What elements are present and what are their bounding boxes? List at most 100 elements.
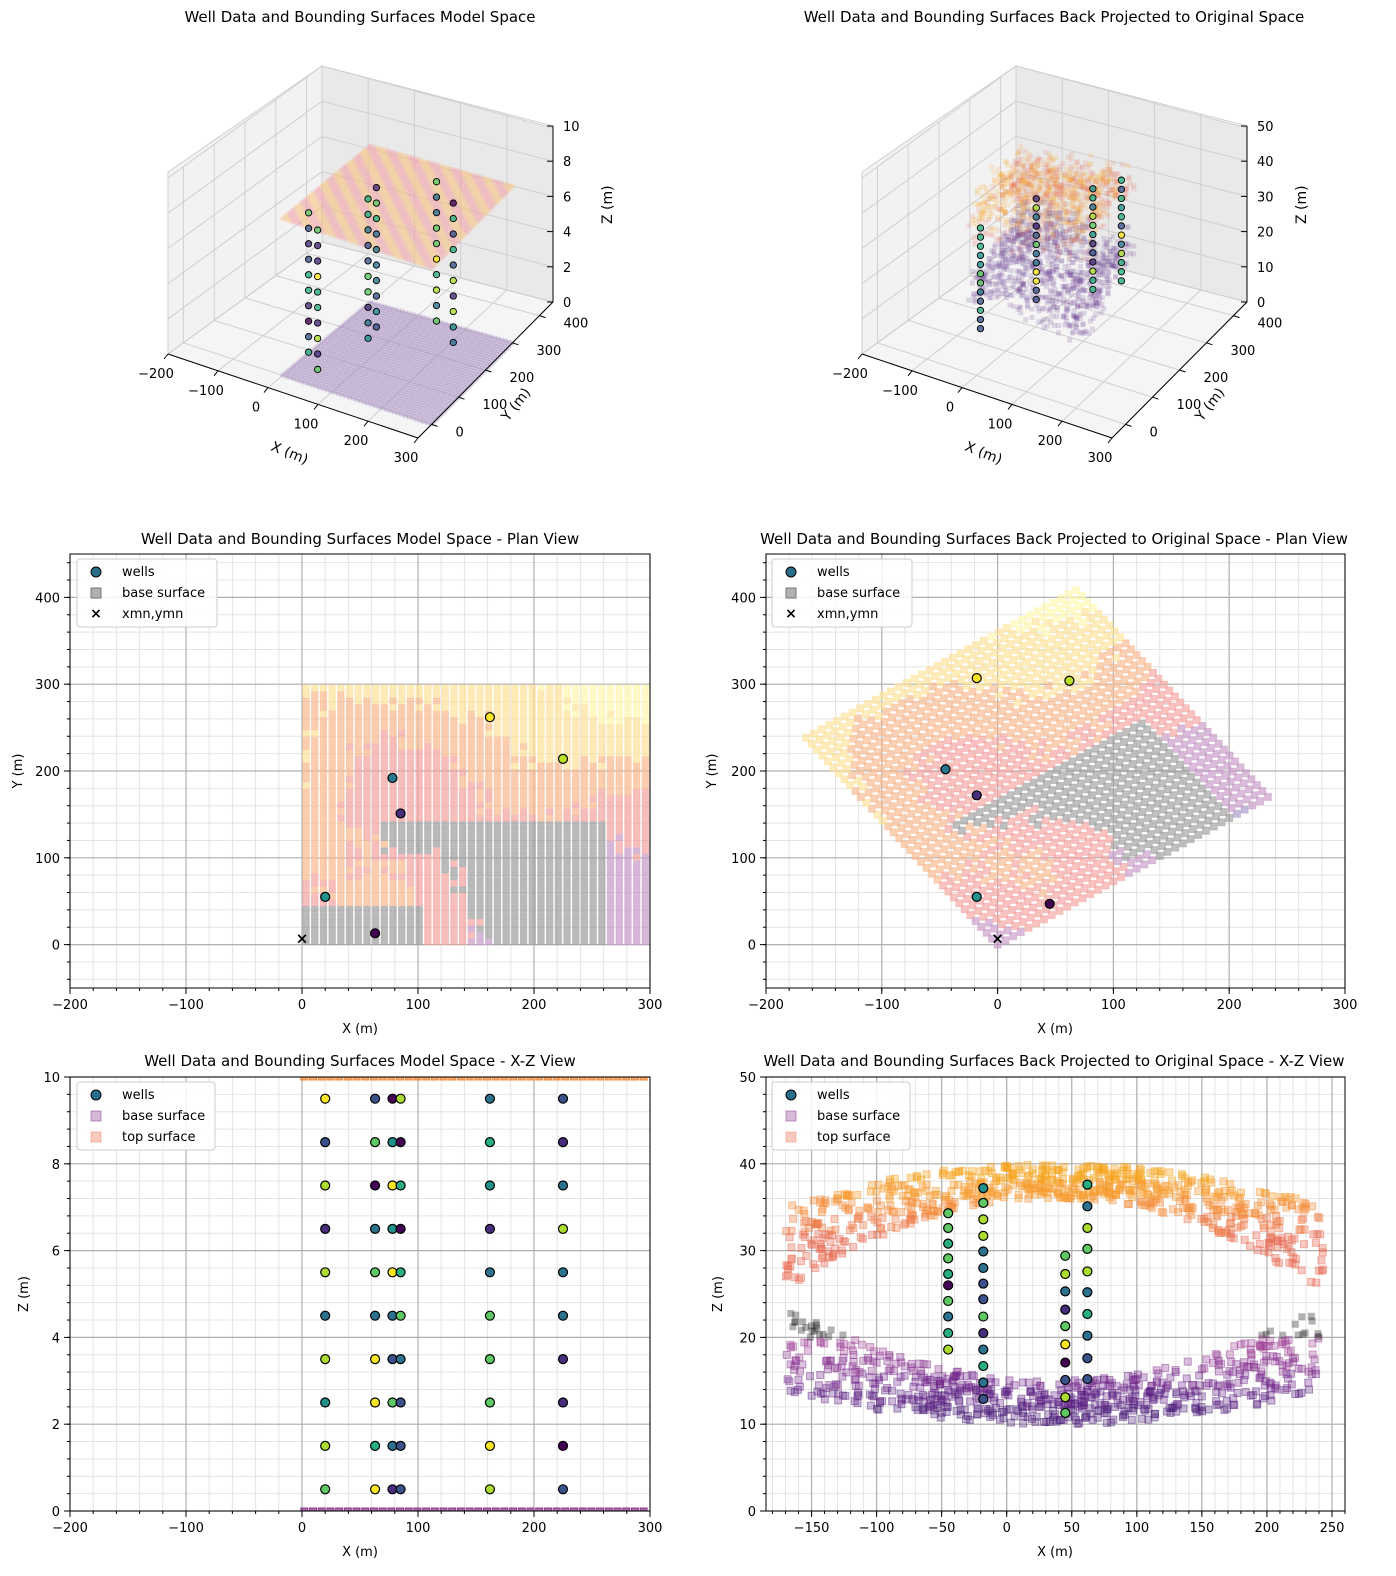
- top-surface-point: [1039, 171, 1045, 177]
- top-surface-point: [1048, 225, 1054, 231]
- base-surface-point: [405, 387, 411, 392]
- top-surface-point: [456, 200, 462, 205]
- top-surface-point: [393, 183, 399, 188]
- top-surface-point: [366, 165, 372, 170]
- top-surface-point: [453, 193, 459, 198]
- base-surface-point: [1056, 291, 1062, 297]
- top-surface-point: [370, 217, 376, 222]
- top-surface-point: [462, 204, 468, 209]
- top-surface-point: [313, 214, 319, 219]
- top-surface-point: [996, 166, 1002, 172]
- base-surface-point: [1107, 248, 1113, 254]
- base-surface-point: [441, 357, 447, 362]
- base-surface-point: [443, 342, 449, 347]
- top-surface-point: [451, 169, 457, 174]
- top-surface-point: [382, 247, 388, 252]
- top-surface-point: [477, 198, 483, 203]
- base-surface-point: [327, 350, 333, 355]
- base-surface-point: [340, 369, 346, 374]
- top-surface-point: [394, 161, 400, 166]
- top-surface-point: [405, 212, 411, 217]
- top-surface-point: [432, 187, 438, 192]
- base-surface-point: [412, 385, 418, 390]
- base-surface-point: [451, 334, 457, 339]
- top-surface-point: [430, 202, 436, 207]
- base-surface-point: [1046, 275, 1052, 281]
- base-surface-point: [434, 397, 440, 402]
- top-surface-point: [475, 195, 481, 200]
- top-surface-point: [388, 228, 394, 233]
- top-surface-point: [1065, 219, 1071, 225]
- top-surface-point: [436, 201, 442, 206]
- base-surface-point: [389, 326, 395, 331]
- base-surface-point: [432, 380, 438, 385]
- top-surface-point: [495, 198, 501, 203]
- top-surface-point: [405, 164, 411, 169]
- base-surface-point: [1005, 250, 1011, 256]
- top-surface-point: [391, 211, 397, 216]
- base-surface-point: [348, 329, 354, 334]
- well-sample: [372, 323, 381, 331]
- base-surface-point: [355, 331, 361, 336]
- base-surface-point: [460, 376, 466, 381]
- base-surface-point: [386, 368, 392, 373]
- top-surface-point: [471, 181, 477, 186]
- top-surface-point: [443, 167, 449, 172]
- well-sample: [364, 288, 372, 296]
- base-surface-point: [343, 350, 349, 355]
- base-surface-point: [406, 391, 412, 396]
- top-surface-point: [397, 228, 403, 233]
- top-surface-point: [454, 183, 460, 188]
- base-surface-point: [369, 323, 375, 328]
- base-surface-point: [366, 329, 372, 334]
- top-surface-point: [421, 220, 427, 225]
- top-surface-point: [312, 206, 318, 211]
- base-surface-point: [378, 371, 384, 376]
- top-surface-point: [345, 204, 351, 209]
- base-surface-point: [413, 348, 419, 353]
- base-surface-point: [412, 395, 418, 400]
- base-surface-point: [411, 345, 417, 350]
- top-surface-point: [414, 208, 420, 213]
- top-surface-point: [479, 178, 485, 183]
- base-surface-point: [379, 311, 385, 316]
- top-surface-point: [428, 204, 434, 209]
- top-surface-point: [430, 249, 436, 254]
- base-surface-point: [467, 359, 473, 364]
- base-surface-point: [428, 403, 434, 408]
- top-surface-point: [992, 225, 998, 231]
- base-surface-point: [322, 372, 328, 377]
- top-surface-point: [392, 243, 398, 248]
- top-surface-point: [467, 172, 473, 177]
- top-surface-point: [369, 179, 375, 184]
- base-surface-point: [388, 349, 394, 354]
- base-surface-point: [420, 387, 426, 392]
- top-surface-point: [372, 147, 378, 152]
- top-surface-point: [282, 214, 288, 219]
- top-surface-point: [411, 207, 417, 212]
- base-surface-point: [397, 341, 403, 346]
- base-surface-point: [310, 352, 316, 357]
- base-surface-point: [434, 392, 440, 397]
- base-surface-point: [353, 376, 359, 381]
- base-surface-point: [399, 352, 405, 357]
- top-surface-point: [464, 215, 470, 220]
- base-surface-point: [379, 393, 385, 398]
- base-surface-point: [401, 386, 407, 391]
- top-surface-point: [303, 214, 309, 219]
- top-surface-point: [380, 195, 386, 200]
- top-surface-point: [394, 222, 400, 227]
- base-surface-point: [391, 410, 397, 415]
- base-surface-point: [478, 344, 484, 349]
- base-surface-point: [472, 350, 478, 355]
- base-surface-point: [438, 398, 444, 403]
- base-surface-point: [353, 389, 359, 394]
- top-surface-point: [352, 206, 358, 211]
- top-surface-point: [347, 164, 353, 169]
- base-surface-point: [349, 388, 355, 393]
- base-surface-point: [429, 356, 435, 361]
- base-surface-point: [438, 356, 444, 361]
- base-surface-point: [332, 359, 338, 364]
- base-surface-point: [1066, 227, 1072, 233]
